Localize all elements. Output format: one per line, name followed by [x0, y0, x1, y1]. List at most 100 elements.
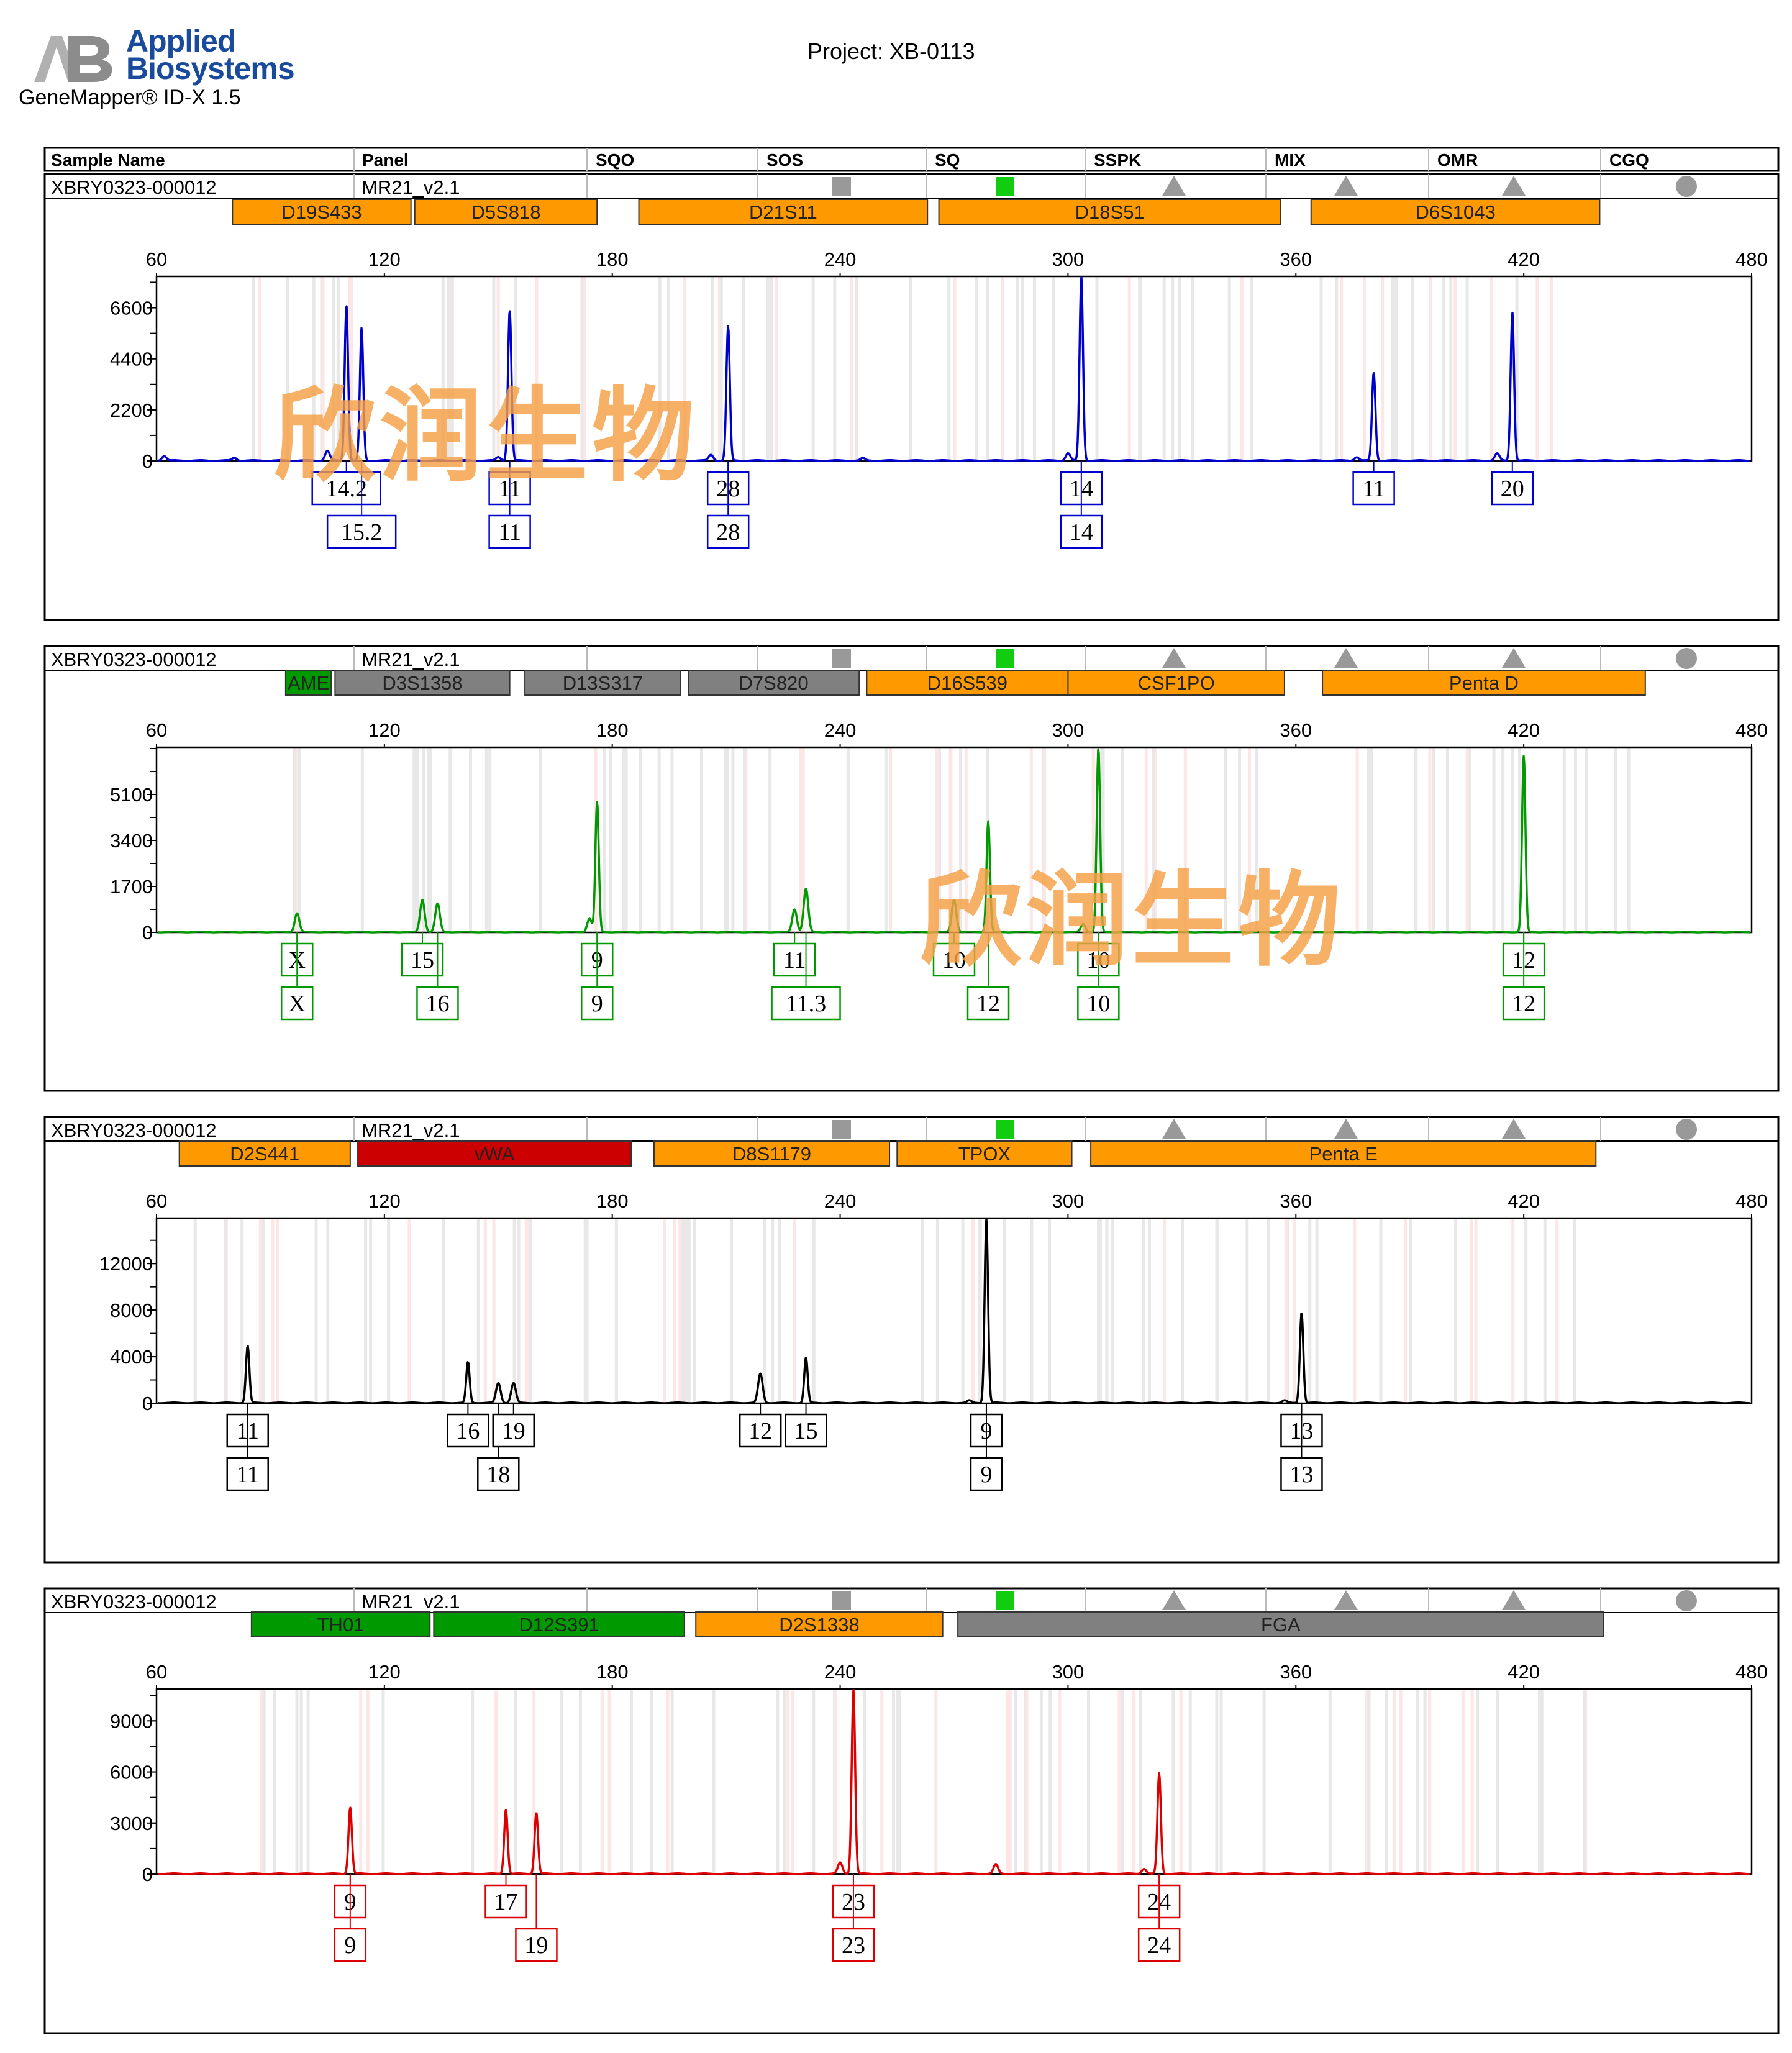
- bin-stripe: [712, 1689, 716, 1874]
- bin-stripe: [298, 747, 301, 932]
- bin-stripe: [771, 1218, 775, 1403]
- bin-stripe: [492, 1218, 496, 1403]
- bin-stripe: [1442, 276, 1445, 461]
- bin-stripe: [524, 1218, 528, 1403]
- bin-stripe: [447, 276, 450, 461]
- bin-stripe: [959, 747, 963, 932]
- bin-stripe: [680, 1218, 684, 1403]
- bin-stripe: [811, 276, 815, 461]
- bin-stripe: [742, 747, 746, 932]
- sos-quality-icon: [832, 1591, 851, 1610]
- allele-call-box: [447, 1413, 489, 1448]
- allele-call-box: [280, 986, 314, 1021]
- bin-stripe: [683, 1218, 686, 1403]
- bin-stripe: [1501, 747, 1505, 932]
- marker-label: Penta E: [1309, 1143, 1378, 1165]
- bin-stripe: [1245, 1218, 1249, 1403]
- plot-area: [155, 1217, 1753, 1404]
- x-tick-label: 300: [1052, 1661, 1085, 1683]
- bin-stripe: [1030, 1218, 1034, 1403]
- allele-call-box: [311, 471, 381, 506]
- bin-stripe: [1000, 276, 1004, 461]
- bin-stripe: [1121, 1689, 1124, 1874]
- applied-biosystems-logo: [34, 36, 112, 82]
- allele-call: 10: [932, 932, 976, 977]
- bin-stripe: [1517, 747, 1521, 932]
- column-label-sqo: SQO: [596, 150, 634, 170]
- bin-stripe: [1369, 747, 1373, 932]
- bin-stripe: [673, 1218, 676, 1403]
- allele-call: 24: [1137, 1874, 1181, 1962]
- bin-stripe: [271, 1218, 275, 1403]
- allele-call: 17: [484, 1874, 527, 1919]
- marker-th01: [250, 1611, 431, 1637]
- bin-stripe: [799, 747, 803, 932]
- sos-quality-icon: [832, 1120, 851, 1139]
- bin-stripe: [369, 1218, 373, 1403]
- bin-stripe: [364, 1218, 368, 1403]
- x-tick-label: 60: [146, 1190, 167, 1212]
- bin-stripe: [778, 1218, 781, 1403]
- bin-stripe: [947, 276, 951, 461]
- bin-stripe: [1240, 276, 1244, 461]
- bin-stripe: [262, 1689, 266, 1874]
- bin-stripe: [850, 276, 853, 461]
- bin-stripe: [650, 1689, 653, 1874]
- y-tick-label: 2200: [110, 399, 153, 421]
- bin-stripe: [909, 276, 912, 461]
- bin-stripe: [801, 747, 805, 932]
- bin-stripe: [583, 276, 587, 461]
- bin-stripe: [512, 1218, 516, 1403]
- y-tick-label: 0: [142, 1393, 153, 1414]
- marker-d2s441: [178, 1140, 351, 1167]
- bin-stripe: [1468, 747, 1471, 932]
- marker-label: D21S11: [749, 201, 817, 223]
- marker-label: D18S51: [1075, 201, 1145, 223]
- bin-stripe: [1171, 276, 1175, 461]
- bin-stripe: [1515, 276, 1519, 461]
- bin-stripe: [1428, 747, 1432, 932]
- bin-stripe: [666, 276, 670, 461]
- marker-label: D6S1043: [1415, 201, 1495, 223]
- marker-d18s51: [938, 199, 1281, 225]
- allele-call-box: [226, 1457, 269, 1491]
- marker-d6s1043: [1310, 199, 1601, 225]
- allele-call-label: 11: [498, 519, 521, 545]
- bin-stripe: [1367, 1689, 1371, 1874]
- bin-stripe: [1335, 276, 1339, 461]
- bin-stripe: [622, 747, 625, 932]
- bin-stripe: [1267, 1218, 1270, 1403]
- bin-stripe: [971, 1218, 975, 1403]
- allele-call-box: [739, 1413, 782, 1448]
- x-tick-label: 180: [596, 1661, 629, 1683]
- bin-stripe: [1362, 276, 1366, 461]
- marker-d8s1179: [653, 1140, 891, 1167]
- bin-stripe: [1286, 1218, 1289, 1403]
- bin-stripe: [978, 1218, 981, 1403]
- trace-blue: [157, 276, 1751, 462]
- bin-stripe: [1535, 276, 1539, 461]
- bin-stripe: [768, 747, 772, 932]
- allele-call-box: [581, 986, 614, 1021]
- allele-call: 11: [226, 1403, 269, 1491]
- allele-call-box: [1060, 514, 1103, 549]
- bin-stripe: [360, 747, 364, 932]
- allele-call: 11: [488, 461, 531, 549]
- column-label-sq: SQ: [935, 150, 960, 170]
- sq-quality-icon: [996, 177, 1014, 196]
- bin-stripe: [1627, 747, 1631, 932]
- allele-call-label: 17: [494, 1889, 518, 1915]
- x-tick-label: 60: [146, 1661, 167, 1683]
- bin-stripe: [1490, 276, 1493, 461]
- bin-stripe: [1409, 1218, 1412, 1403]
- bin-stripe: [1262, 1689, 1266, 1874]
- plot-area: [155, 275, 1753, 462]
- bin-stripe: [1171, 1689, 1175, 1874]
- allele-call: 11: [1352, 461, 1395, 506]
- y-tick-label: 12000: [99, 1253, 153, 1275]
- bin-stripe: [964, 747, 968, 932]
- allele-call: 28: [706, 461, 750, 549]
- bin-stripe: [326, 1218, 330, 1403]
- marker-label: D3S1358: [382, 672, 462, 694]
